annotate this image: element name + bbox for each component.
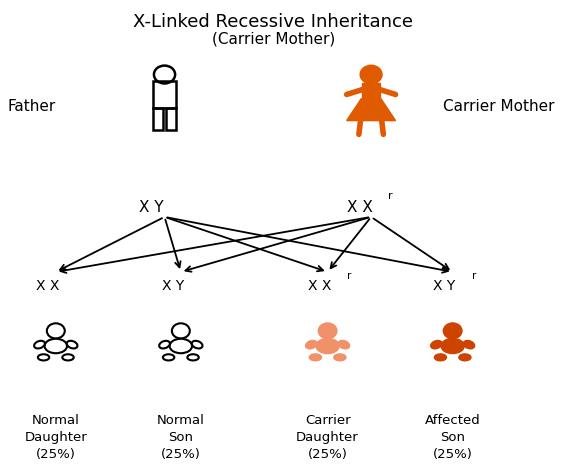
Ellipse shape <box>316 339 339 353</box>
Ellipse shape <box>34 341 45 348</box>
Ellipse shape <box>192 341 202 348</box>
Text: r: r <box>472 270 477 281</box>
Text: X Y: X Y <box>138 200 163 215</box>
Ellipse shape <box>310 354 321 361</box>
Polygon shape <box>347 99 395 121</box>
Text: X X: X X <box>36 278 59 293</box>
Circle shape <box>444 323 462 338</box>
Circle shape <box>172 323 190 338</box>
Ellipse shape <box>464 341 474 348</box>
Ellipse shape <box>159 341 170 348</box>
Ellipse shape <box>306 341 316 348</box>
Circle shape <box>47 323 65 338</box>
Ellipse shape <box>459 354 471 361</box>
Ellipse shape <box>338 341 349 348</box>
Ellipse shape <box>334 354 346 361</box>
Text: X-Linked Recessive Inheritance: X-Linked Recessive Inheritance <box>133 13 413 31</box>
Text: Normal
Daughter
(25%): Normal Daughter (25%) <box>24 414 87 461</box>
Ellipse shape <box>170 339 192 353</box>
Ellipse shape <box>38 354 49 361</box>
Circle shape <box>319 323 337 338</box>
Text: (Carrier Mother): (Carrier Mother) <box>212 31 335 46</box>
Text: Father: Father <box>7 100 55 114</box>
Ellipse shape <box>45 339 67 353</box>
Ellipse shape <box>163 354 175 361</box>
Text: r: r <box>347 270 351 281</box>
Circle shape <box>360 66 382 84</box>
Text: Affected
Son
(25%): Affected Son (25%) <box>425 414 481 461</box>
Ellipse shape <box>434 354 446 361</box>
Text: Carrier
Daughter
(25%): Carrier Daughter (25%) <box>296 414 359 461</box>
Text: X Y: X Y <box>433 278 455 293</box>
Text: X Y: X Y <box>162 278 184 293</box>
Text: Normal
Son
(25%): Normal Son (25%) <box>157 414 205 461</box>
Ellipse shape <box>431 341 442 348</box>
Ellipse shape <box>188 354 199 361</box>
Ellipse shape <box>441 339 464 353</box>
FancyBboxPatch shape <box>362 84 380 99</box>
Text: Carrier Mother: Carrier Mother <box>443 100 555 114</box>
Text: X X: X X <box>347 200 373 215</box>
Ellipse shape <box>62 354 74 361</box>
Text: X X: X X <box>308 278 331 293</box>
Ellipse shape <box>67 341 77 348</box>
Text: r: r <box>388 191 393 201</box>
